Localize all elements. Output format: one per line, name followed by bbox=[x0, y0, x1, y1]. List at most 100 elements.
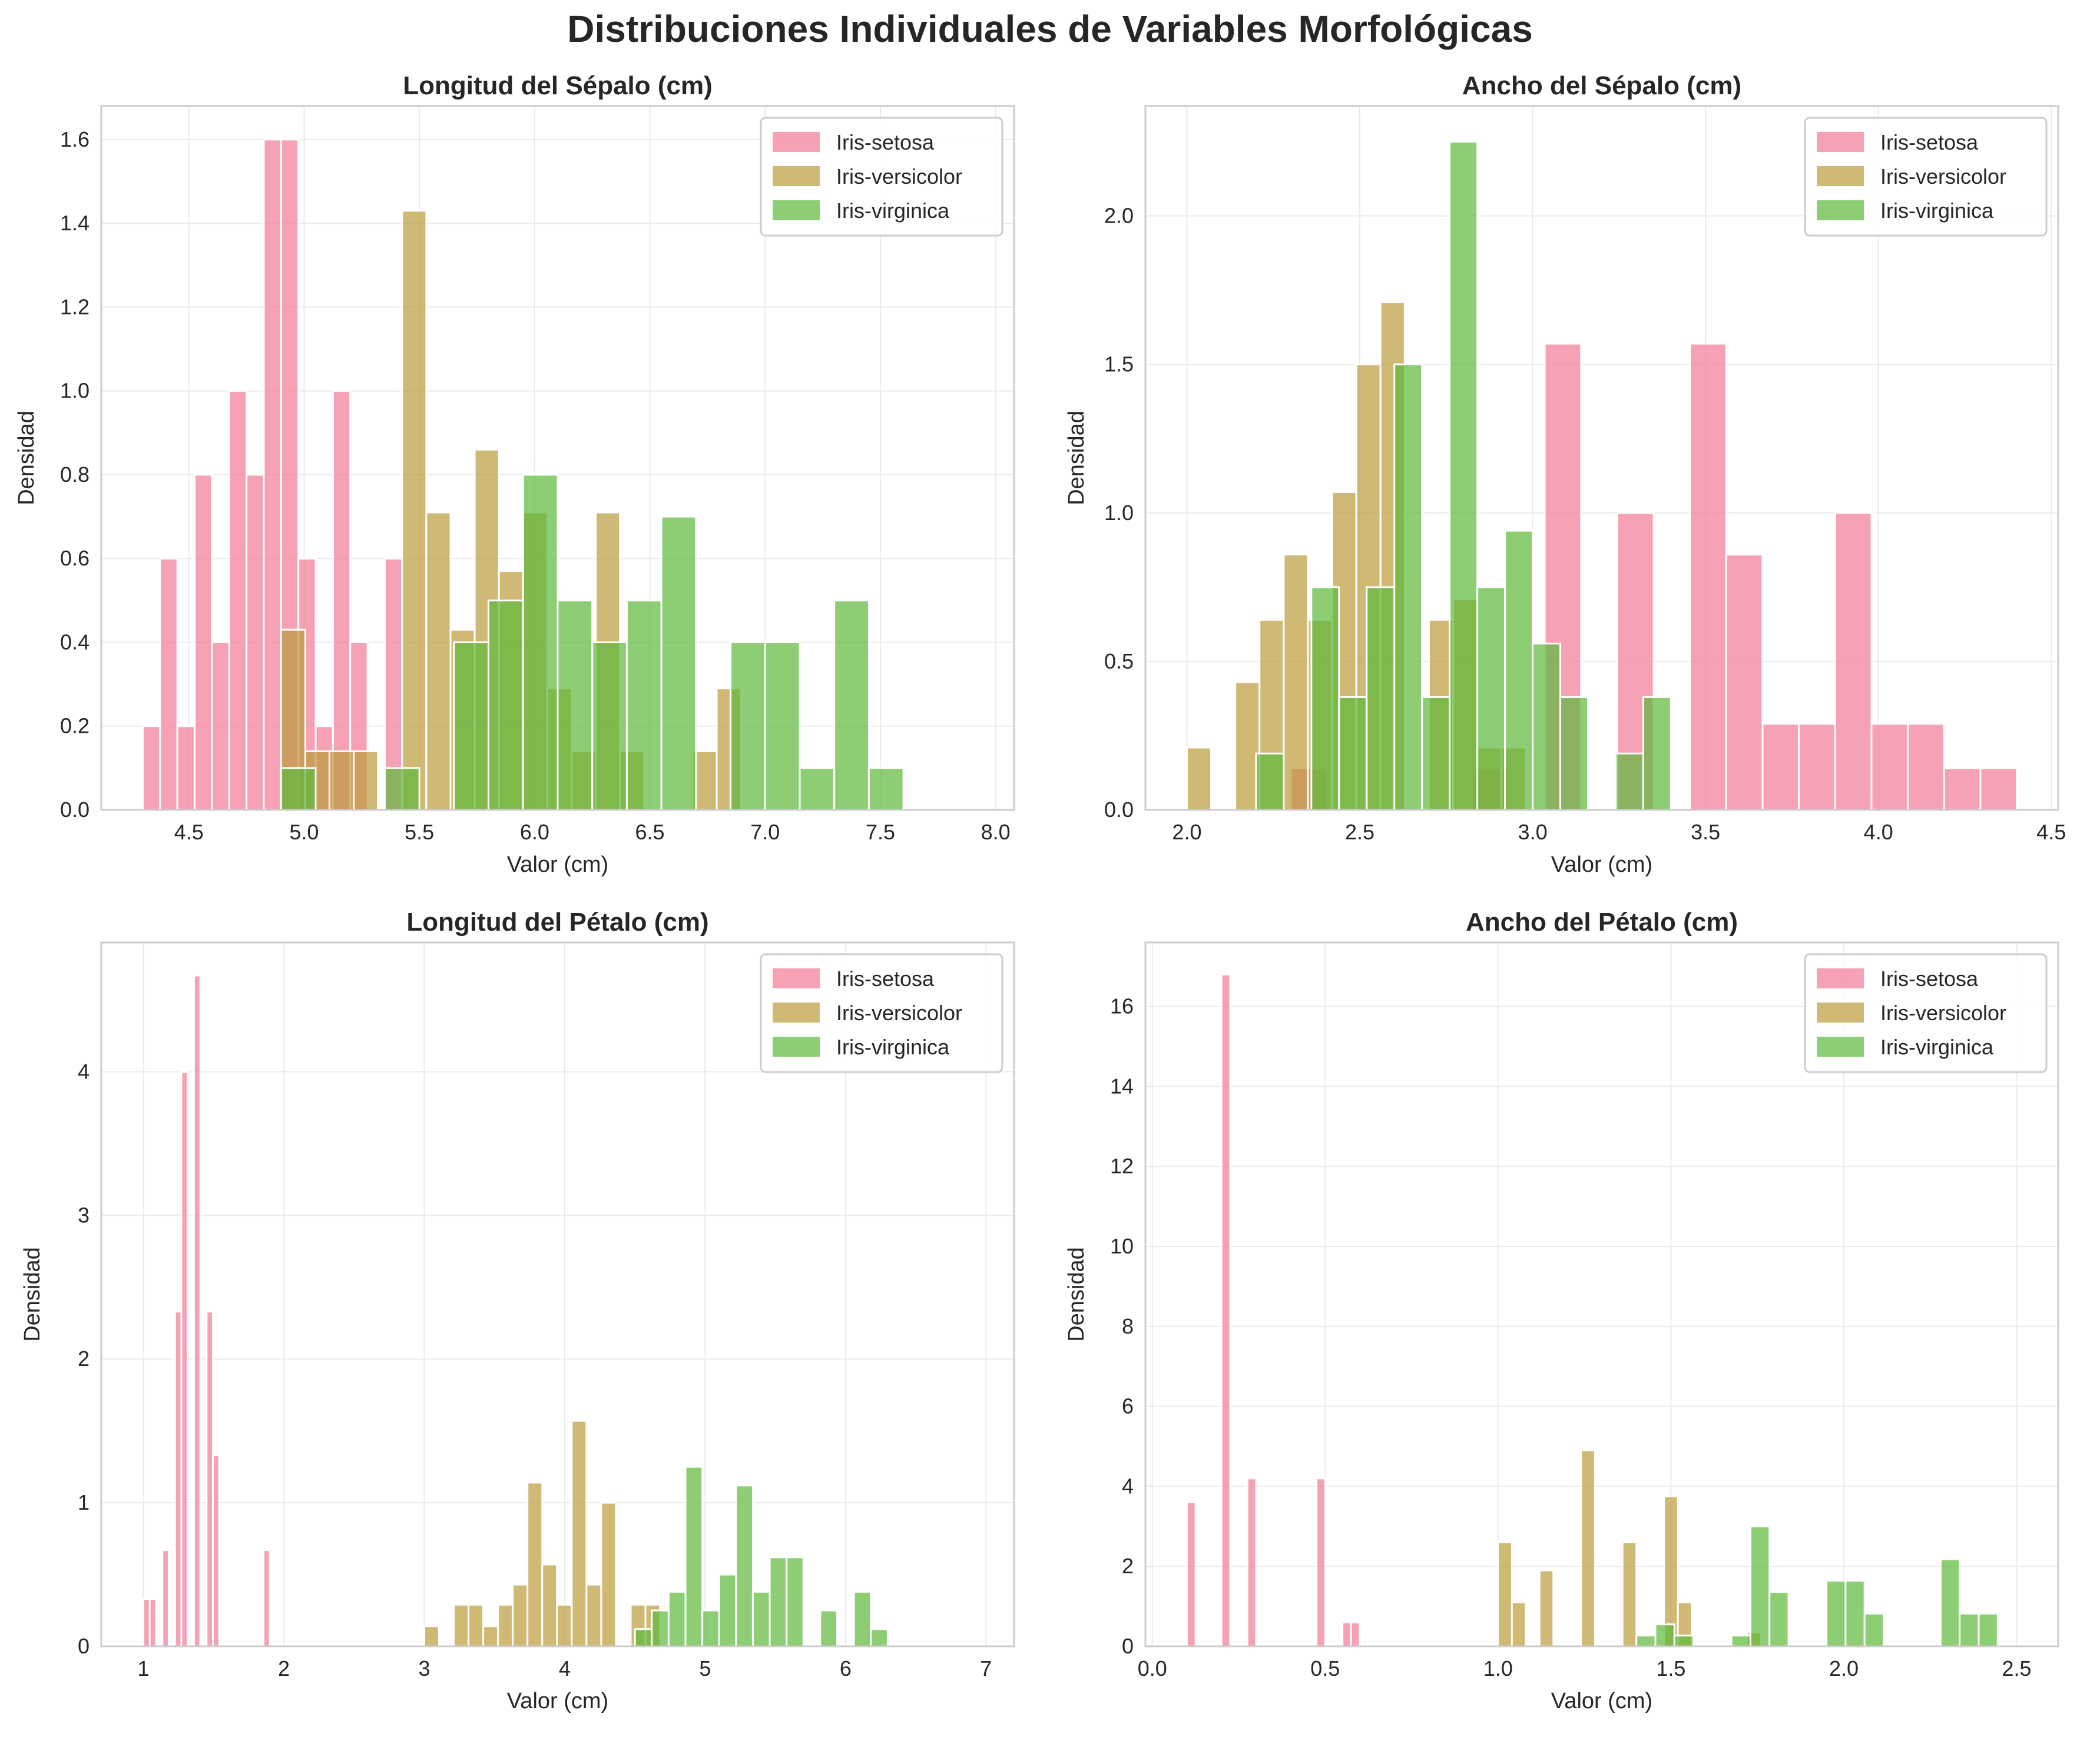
x-tick-label: 2.5 bbox=[1345, 820, 1374, 844]
panel-title: Longitud del Sépalo (cm) bbox=[403, 71, 713, 100]
histogram-bar-virginica bbox=[1768, 1591, 1790, 1648]
histogram-bar-virginica bbox=[1978, 1612, 1999, 1648]
histogram-bar-setosa bbox=[180, 1070, 189, 1648]
histogram-bar-virginica bbox=[1959, 1612, 1980, 1648]
histogram-bar-versicolor bbox=[512, 1583, 529, 1648]
histogram-bar-virginica bbox=[751, 1590, 771, 1648]
y-axis-label: Densidad bbox=[20, 1247, 45, 1342]
y-tick-label: 1.0 bbox=[60, 379, 90, 403]
x-tick-label: 4.0 bbox=[1864, 820, 1893, 844]
legend-swatch-setosa bbox=[773, 968, 820, 988]
panel-title: Ancho del Sépalo (cm) bbox=[1462, 71, 1741, 100]
y-tick-label: 1.5 bbox=[1104, 352, 1134, 376]
histogram-bar-setosa bbox=[263, 138, 282, 811]
y-axis-label: Densidad bbox=[1064, 411, 1089, 505]
histogram-bar-virginica bbox=[701, 1609, 720, 1648]
legend-label: Iris-setosa bbox=[836, 967, 935, 991]
histogram-bar-virginica bbox=[1449, 141, 1479, 811]
axes-frame bbox=[100, 941, 1015, 1648]
histogram-bar-setosa bbox=[1350, 1621, 1361, 1648]
histogram-bar-virginica bbox=[1642, 696, 1672, 811]
legend-label: Iris-virginica bbox=[836, 199, 950, 223]
histogram-bar-virginica bbox=[1421, 696, 1451, 811]
histogram-bar-setosa bbox=[1798, 723, 1836, 811]
histogram-bar-virginica bbox=[684, 1466, 704, 1648]
histogram-bar-virginica bbox=[625, 599, 663, 811]
histogram-bar-virginica bbox=[1844, 1580, 1866, 1648]
y-tick-label: 1.2 bbox=[60, 295, 90, 319]
histogram-bar-versicolor bbox=[1538, 1569, 1555, 1648]
histogram-bar-virginica bbox=[867, 767, 905, 811]
histogram-bar-virginica bbox=[833, 599, 870, 811]
histogram-bar-setosa bbox=[193, 974, 201, 1648]
histogram-bar-versicolor bbox=[329, 750, 355, 811]
x-tick-label: 7.0 bbox=[750, 820, 780, 844]
histogram-bar-versicolor bbox=[556, 1603, 573, 1648]
histogram-bar-setosa bbox=[141, 725, 161, 811]
y-tick-label: 3 bbox=[78, 1203, 90, 1227]
x-tick-label: 7.5 bbox=[866, 820, 895, 844]
histogram-bar-setosa bbox=[1870, 723, 1909, 811]
histogram-bar-setosa bbox=[194, 474, 213, 811]
histogram-bar-versicolor bbox=[497, 1603, 514, 1648]
y-tick-label: 1.0 bbox=[1104, 501, 1134, 525]
histogram-bar-setosa bbox=[1979, 767, 2018, 811]
histogram-bar-setosa bbox=[1185, 1501, 1197, 1648]
histogram-bar-virginica bbox=[1654, 1623, 1675, 1648]
histogram-bar-setosa bbox=[159, 557, 178, 811]
x-axis-label: Valor (cm) bbox=[507, 852, 608, 877]
y-tick-label: 1.6 bbox=[60, 127, 90, 151]
y-axis-label: Densidad bbox=[14, 411, 39, 505]
histogram-bar-virginica bbox=[1730, 1635, 1751, 1648]
histogram-bar-versicolor bbox=[482, 1625, 499, 1648]
x-tick-label: 1 bbox=[138, 1656, 150, 1681]
legend-label: Iris-setosa bbox=[1880, 130, 1979, 154]
histogram-bar-setosa bbox=[1316, 1477, 1326, 1648]
histogram-bar-virginica bbox=[1366, 586, 1396, 811]
x-tick-label: 3 bbox=[418, 1656, 430, 1681]
histogram-bar-setosa bbox=[1220, 973, 1231, 1648]
panel-petal-width: Ancho del Pétalo (cm) 0.0 0.5 1.0 1.5 2.0 2.5 0… bbox=[1064, 908, 2059, 1713]
y-tick-label: 4 bbox=[1122, 1474, 1134, 1498]
histogram-bar-virginica bbox=[786, 1556, 804, 1648]
histogram-bar-versicolor bbox=[541, 1563, 558, 1648]
histogram-bar-versicolor bbox=[401, 210, 428, 811]
legend-label: Iris-setosa bbox=[1880, 967, 1979, 991]
x-tick-label: 3.0 bbox=[1518, 820, 1548, 844]
legend-swatch-versicolor bbox=[773, 1003, 820, 1023]
histogram-bar-setosa bbox=[1761, 723, 1800, 811]
axes-frame bbox=[100, 105, 1015, 811]
histogram-bar-setosa bbox=[246, 474, 265, 811]
histogram-bar-virginica bbox=[522, 474, 559, 811]
x-tick-label: 0.0 bbox=[1138, 1656, 1167, 1681]
histogram-bar-setosa bbox=[176, 725, 196, 811]
histogram-bar-setosa bbox=[211, 641, 230, 811]
y-tick-label: 0.5 bbox=[1104, 649, 1134, 673]
histogram-bar-virginica bbox=[634, 1628, 653, 1648]
histogram-bar-versicolor bbox=[453, 1603, 470, 1648]
legend-swatch-versicolor bbox=[1817, 1003, 1864, 1023]
histogram-bar-virginica bbox=[870, 1628, 889, 1648]
histogram-bar-setosa bbox=[143, 1598, 151, 1648]
y-tick-label: 0.0 bbox=[60, 798, 90, 822]
histogram-bar-setosa bbox=[1907, 723, 1945, 811]
histogram-bar-virginica bbox=[1614, 752, 1644, 811]
histogram-bar-versicolor bbox=[1580, 1449, 1596, 1648]
histogram-bar-virginica bbox=[488, 599, 524, 811]
x-tick-label: 2.0 bbox=[1172, 820, 1201, 844]
y-tick-label: 16 bbox=[1110, 994, 1134, 1018]
histogram-bar-virginica bbox=[1939, 1558, 1961, 1648]
legend-swatch-versicolor bbox=[773, 166, 820, 186]
histogram-bar-virginica bbox=[1673, 1635, 1695, 1648]
y-tick-label: 1.4 bbox=[60, 211, 90, 235]
histogram-bar-virginica bbox=[735, 1484, 754, 1648]
legend-swatch-virginica bbox=[773, 200, 820, 220]
x-tick-label: 4.5 bbox=[174, 820, 204, 844]
histogram-bar-virginica bbox=[853, 1590, 872, 1648]
histogram-bar-setosa bbox=[332, 390, 352, 811]
histogram-bar-setosa bbox=[1246, 1477, 1257, 1648]
histogram-bar-setosa bbox=[228, 390, 248, 811]
histogram-bar-virginica bbox=[819, 1609, 839, 1648]
histogram-bar-versicolor bbox=[585, 1583, 602, 1648]
histogram-bar-versicolor bbox=[468, 1603, 485, 1648]
